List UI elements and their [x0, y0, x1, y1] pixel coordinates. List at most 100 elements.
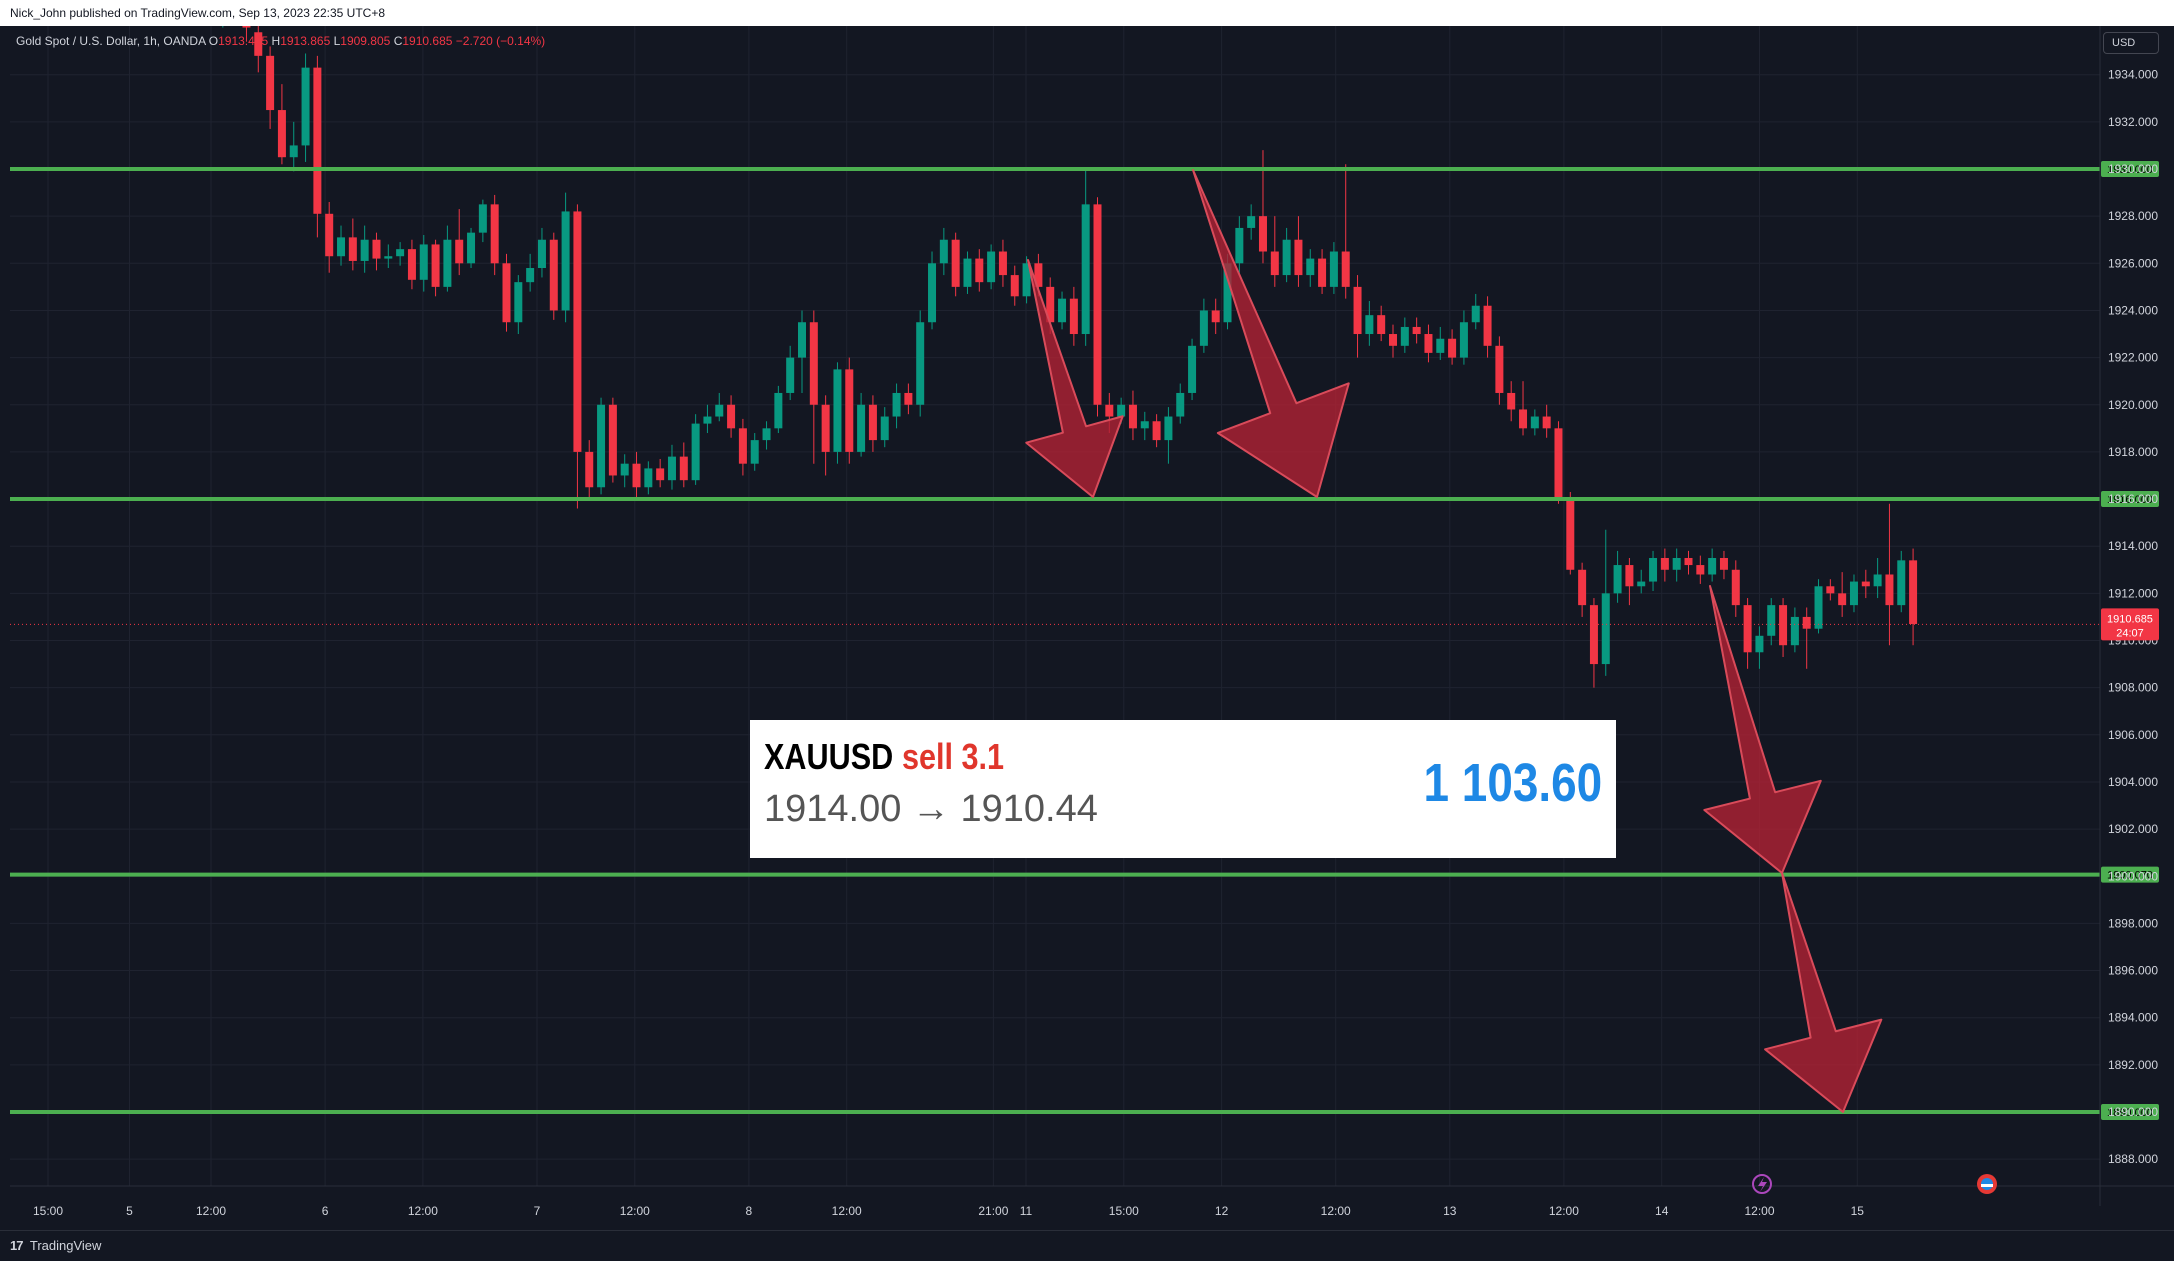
candle-body [1412, 326, 1421, 335]
trade-symbol: XAUUSD [764, 736, 894, 777]
symbol-legend[interactable]: Gold Spot / U.S. Dollar, 1h, OANDA O1913… [16, 34, 545, 48]
price-chart[interactable]: 1930.000 1916.000 1900.070 1890.000 1934.00… [0, 0, 2174, 1230]
candle-body [1400, 326, 1409, 346]
time-tick-label: 8 [746, 1204, 753, 1218]
candle-body [348, 237, 357, 261]
candle-body [597, 404, 606, 488]
candle-body [585, 451, 594, 488]
candle-body [916, 322, 925, 405]
level-price-badge [2101, 491, 2159, 508]
candle-body [384, 256, 393, 259]
price-tick-label: 1888.000 [2108, 1152, 2158, 1166]
publisher-bar: Nick_John published on TradingView.com, … [0, 0, 2174, 26]
candle-body [277, 110, 286, 158]
price-tick-label: 1892.000 [2108, 1058, 2158, 1072]
candle-body [1294, 239, 1303, 276]
candle-body [1223, 263, 1232, 323]
lightning-icon[interactable] [1752, 1174, 1772, 1194]
candle-body [679, 456, 688, 481]
candle-body [857, 404, 866, 452]
price-tick-label: 1890.000 [2108, 1105, 2158, 1119]
price-axis[interactable]: 1934.000 1932.000 1930.000 1928.000 1926.000… [2101, 68, 2159, 1166]
candle-body [337, 237, 346, 257]
candle-body [242, 26, 251, 28]
time-tick-label: 12:00 [832, 1204, 862, 1218]
time-tick-label: 12:00 [1549, 1204, 1579, 1218]
price-tick-label: 1894.000 [2108, 1011, 2158, 1025]
candle-body [1507, 392, 1516, 410]
candle-body [928, 263, 937, 323]
candle-body [1282, 239, 1291, 276]
down-arrow-icon [1764, 872, 1883, 1113]
candle-body [1069, 298, 1078, 335]
candle-body [1755, 635, 1764, 653]
price-tick-label: 1904.000 [2108, 775, 2158, 789]
candle-body [1140, 421, 1149, 429]
candle-body [703, 416, 712, 424]
candle-body [1625, 565, 1634, 587]
candle-body [325, 213, 334, 257]
candle-body [1424, 334, 1433, 353]
price-tick-label: 1912.000 [2108, 586, 2158, 600]
level-price-label: 1930.000 [2107, 164, 2153, 176]
candle-body [526, 268, 535, 283]
price-tick-label: 1902.000 [2108, 822, 2158, 836]
horizontal-levels: 1930.000 1916.000 1900.070 1890.000 [10, 161, 2159, 1120]
candle-body [1306, 258, 1315, 276]
level-price-label: 1890.000 [2107, 1107, 2153, 1119]
candle-body [1353, 286, 1362, 335]
candle-body [372, 239, 381, 259]
price-tick-label: 1928.000 [2108, 209, 2158, 223]
candle-body [207, 4, 215, 16]
change-value: −2.720 (−0.14%) [455, 34, 546, 48]
candle-body [1105, 404, 1114, 417]
candle-body [1530, 416, 1539, 429]
candle-body [1684, 557, 1693, 566]
footer: 17 TradingView [0, 1230, 2174, 1261]
candle-body [1128, 404, 1137, 429]
level-price-label: 1916.000 [2107, 494, 2153, 506]
candle-body [951, 239, 960, 287]
level-price-badge [2101, 866, 2159, 883]
footer-brand[interactable]: TradingView [29, 1238, 102, 1253]
candle-body [1861, 581, 1870, 587]
price-tick-label: 1900.000 [2108, 869, 2158, 883]
candle-body [1046, 286, 1055, 323]
candle-body [1767, 605, 1776, 636]
candle-body [502, 263, 511, 323]
level-price-label: 1900.070 [2107, 870, 2153, 882]
us-flag-event-icon[interactable] [1977, 1174, 1997, 1194]
candle-body [254, 32, 263, 56]
candle-body [1814, 586, 1823, 629]
candle-body [987, 251, 996, 283]
time-tick-label: 5 [126, 1204, 133, 1218]
time-tick-label: 12:00 [620, 1204, 650, 1218]
candle-body [289, 145, 298, 158]
symbol-name[interactable]: Gold Spot / U.S. Dollar, 1h, OANDA [16, 34, 206, 48]
down-arrow-icon [1192, 169, 1350, 498]
candle-body [939, 239, 948, 264]
candle-body [1471, 305, 1480, 323]
candle-body [1188, 345, 1197, 393]
candle-body [620, 463, 629, 476]
price-tick-label: 1926.000 [2108, 256, 2158, 270]
tradingview-logo-icon[interactable]: 17 [10, 1238, 24, 1253]
candle-body [715, 404, 724, 417]
candle-body [644, 468, 653, 488]
candle-body [1152, 421, 1161, 441]
price-tick-label: 1930.000 [2108, 162, 2158, 176]
currency-button[interactable]: USD [2103, 32, 2159, 54]
trade-side: sell 3.1 [902, 736, 1005, 777]
candle-body [1199, 310, 1208, 346]
candle-body [1365, 315, 1374, 335]
time-tick-label: 15:00 [1109, 1204, 1139, 1218]
candle-body [762, 428, 771, 441]
candle-body [1034, 263, 1043, 287]
prediction-arrows [1025, 169, 1883, 1113]
candle-body [231, 9, 239, 14]
open-label: O [208, 34, 219, 48]
level-price-badge [2101, 161, 2159, 177]
candle-body [1708, 557, 1717, 575]
time-axis[interactable]: 15:00 5 12:00 6 12:00 7 12:00 8 12:00 21:00 11 15:0… [33, 1204, 1864, 1218]
candle-body [537, 239, 546, 269]
